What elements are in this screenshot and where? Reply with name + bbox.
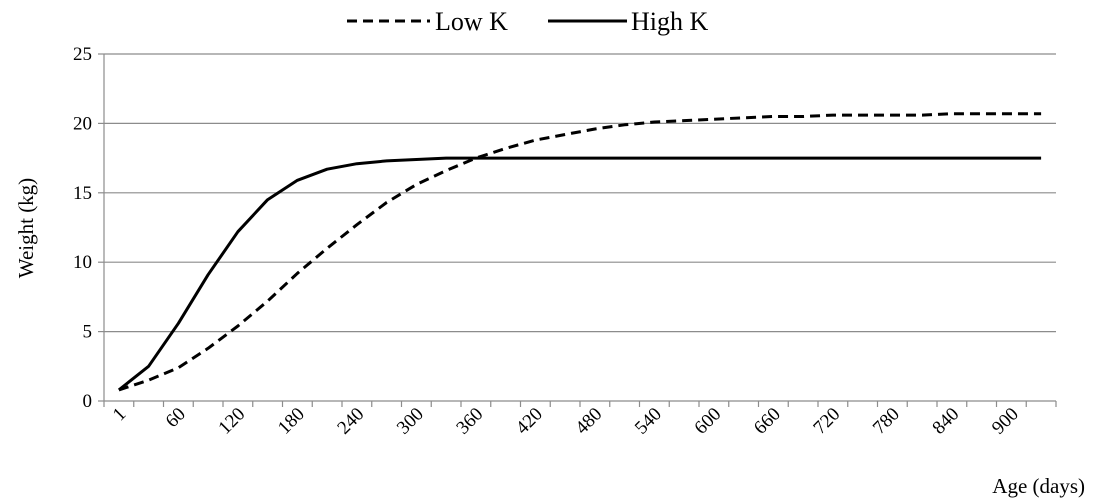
legend: Low K High K <box>347 7 709 36</box>
x-tick-label: 660 <box>750 404 785 439</box>
data-series <box>117 112 1042 392</box>
x-tick-label: 900 <box>988 404 1023 439</box>
axes <box>98 53 1057 407</box>
x-tick-label: 480 <box>571 404 606 439</box>
y-axis-title: Weight (kg) <box>14 178 38 278</box>
legend-label-high-k: High K <box>631 7 709 36</box>
x-tick-label: 300 <box>393 404 428 439</box>
legend-label-low-k: Low K <box>435 7 508 36</box>
y-tick-label: 5 <box>83 322 93 343</box>
y-tick-label: 15 <box>73 183 92 204</box>
series-line-low-k <box>118 112 1042 392</box>
x-tick-label: 420 <box>512 404 547 439</box>
y-tick-label: 20 <box>73 113 92 134</box>
x-tick-label: 120 <box>214 404 249 439</box>
x-tick-label: 540 <box>631 404 666 439</box>
x-tick-label: 360 <box>452 404 487 439</box>
x-tick-label: 600 <box>690 404 725 439</box>
y-tick-label: 0 <box>83 391 93 412</box>
tick-labels: 0 5 10 15 20 25 1 60 120 180 240 300 360 420 480 540 600… <box>73 44 1023 439</box>
x-tick-label: 240 <box>333 404 368 439</box>
x-tick-label: 60 <box>162 404 190 432</box>
x-tick-label: 720 <box>809 404 844 439</box>
y-tick-label: 10 <box>73 252 92 273</box>
x-tick-label: 1 <box>109 404 131 426</box>
gridlines <box>104 53 1056 333</box>
x-axis-title: Age (days) <box>992 474 1085 498</box>
series-line-high-k <box>117 156 1042 392</box>
x-tick-label: 780 <box>869 404 904 439</box>
y-tick-label: 25 <box>73 44 92 65</box>
x-tick-label: 840 <box>928 404 963 439</box>
x-tick-label: 180 <box>274 404 309 439</box>
